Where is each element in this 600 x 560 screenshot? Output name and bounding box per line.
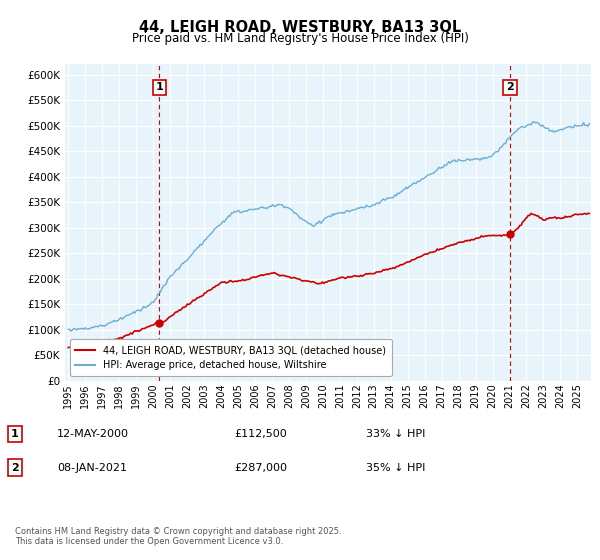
Text: 12-MAY-2000: 12-MAY-2000 [57,429,129,439]
Text: 08-JAN-2021: 08-JAN-2021 [57,463,127,473]
Legend: 44, LEIGH ROAD, WESTBURY, BA13 3QL (detached house), HPI: Average price, detache: 44, LEIGH ROAD, WESTBURY, BA13 3QL (deta… [70,339,392,376]
Text: 35% ↓ HPI: 35% ↓ HPI [366,463,425,473]
Text: Contains HM Land Registry data © Crown copyright and database right 2025.
This d: Contains HM Land Registry data © Crown c… [15,526,341,546]
Text: 1: 1 [155,82,163,92]
Text: £112,500: £112,500 [234,429,287,439]
Text: Price paid vs. HM Land Registry's House Price Index (HPI): Price paid vs. HM Land Registry's House … [131,32,469,45]
Text: 33% ↓ HPI: 33% ↓ HPI [366,429,425,439]
Text: 2: 2 [11,463,19,473]
Text: 2: 2 [506,82,514,92]
Text: 44, LEIGH ROAD, WESTBURY, BA13 3QL: 44, LEIGH ROAD, WESTBURY, BA13 3QL [139,20,461,35]
Text: £287,000: £287,000 [234,463,287,473]
Text: 1: 1 [11,429,19,439]
